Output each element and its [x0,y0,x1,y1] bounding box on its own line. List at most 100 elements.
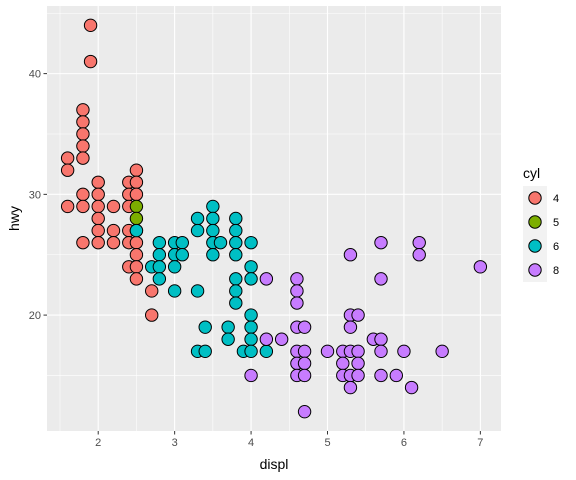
data-point-cyl-4 [91,211,105,226]
data-point-cyl-4 [129,235,144,250]
data-point-cyl-8 [297,344,312,359]
legend-key-8 [528,263,542,277]
data-point-cyl-4 [91,175,105,189]
data-point-cyl-8 [374,332,388,346]
data-point-cyl-4 [83,54,98,69]
data-point-cyl-8 [412,235,426,250]
data-point-cyl-6 [229,235,243,250]
legend-key-6 [528,239,542,253]
data-point-cyl-6 [213,235,228,250]
data-point-cyl-6 [206,223,220,238]
legend-title: cyl [523,165,540,181]
data-point-cyl-4 [129,248,144,262]
data-point-cyl-4 [145,308,159,322]
data-point-cyl-4 [129,187,144,202]
data-point-cyl-4 [129,175,144,189]
y-tick-label: 30 [29,189,41,201]
data-point-cyl-8 [259,332,274,346]
data-point-cyl-8 [343,380,358,395]
x-tick-label: 5 [324,437,330,449]
data-point-cyl-6 [229,248,243,262]
x-axis-title: displ [260,456,289,472]
data-point-cyl-6 [229,296,243,310]
data-point-cyl-4 [76,103,90,117]
legend-key-5 [528,215,542,229]
data-point-cyl-4 [76,187,90,202]
data-point-cyl-8 [374,368,388,383]
grid-minor [47,6,501,431]
data-point-cyl-8 [404,380,419,395]
data-point-cyl-8 [290,296,304,310]
data-point-cyl-6 [244,235,258,250]
data-point-cyl-4 [145,284,159,298]
data-point-cyl-6 [190,284,205,298]
data-point-cyl-4 [76,235,90,250]
data-point-cyl-6 [244,260,258,274]
data-point-cyl-4 [76,139,90,153]
data-point-cyl-5 [129,211,144,226]
legend-key-4 [528,191,542,205]
y-tick-label: 20 [29,310,41,322]
data-point-cyl-8 [297,368,312,383]
x-tick-label: 3 [172,437,178,449]
x-axis-ticks: 2 3 4 5 6 7 [95,431,483,449]
data-point-cyl-6 [229,223,243,238]
x-tick-label: 2 [95,437,101,449]
data-point-cyl-6 [244,320,258,334]
data-point-cyl-6 [175,248,189,262]
data-point-cyl-8 [290,284,304,298]
data-point-cyl-6 [206,248,220,262]
data-point-cyl-8 [351,308,365,322]
data-point-cyl-6 [229,284,243,298]
data-point-cyl-6 [229,272,243,286]
data-point-cyl-8 [389,368,403,383]
data-point-cyl-4 [76,151,90,165]
data-point-cyl-4 [91,187,105,202]
data-point-cyl-6 [190,223,205,238]
data-point-cyl-6 [152,260,167,274]
data-point-cyl-6 [152,235,167,250]
data-point-cyl-8 [336,356,350,371]
data-point-cyl-8 [274,332,289,346]
data-point-cyl-8 [343,248,358,262]
data-point-cyl-6 [167,260,182,274]
data-point-cyl-6 [244,308,258,322]
data-point-cyl-8 [397,344,411,359]
data-point-cyl-6 [190,211,205,226]
data-point-cyl-4 [91,223,105,238]
data-point-cyl-6 [229,211,243,226]
data-point-cyl-8 [351,368,365,383]
data-point-cyl-8 [297,404,312,419]
data-point-cyl-6 [244,332,258,346]
data-point-cyl-8 [374,272,388,286]
data-point-cyl-8 [320,344,335,359]
data-point-cyl-8 [435,344,449,359]
data-point-cyl-6 [244,344,258,359]
data-point-cyl-4 [76,115,90,129]
data-point-cyl-8 [351,356,365,371]
data-point-cyl-6 [152,272,167,286]
data-point-cyl-4 [106,199,121,214]
data-point-cyl-4 [60,199,75,214]
data-point-cyl-4 [106,235,121,250]
data-point-cyl-8 [412,248,426,262]
data-point-cyl-4 [76,127,90,141]
y-tick-label: 40 [29,69,41,81]
legend: cyl 4 5 6 8 [523,165,559,282]
legend-label-8: 8 [553,265,559,277]
y-axis-title: hwy [6,206,22,231]
legend-label-6: 6 [553,241,559,253]
data-point-cyl-4 [129,163,144,177]
data-point-cyl-6 [152,248,167,262]
panel-background [47,6,501,431]
data-point-cyl-8 [297,356,312,371]
data-point-cyl-8 [259,272,274,286]
y-axis-ticks: 20 30 40 [29,69,47,322]
legend-label-5: 5 [553,217,559,229]
data-point-cyl-5 [129,199,144,214]
data-point-cyl-4 [129,272,144,286]
data-point-cyl-4 [60,151,75,165]
x-tick-label: 4 [248,437,254,449]
data-point-cyl-6 [244,272,258,286]
